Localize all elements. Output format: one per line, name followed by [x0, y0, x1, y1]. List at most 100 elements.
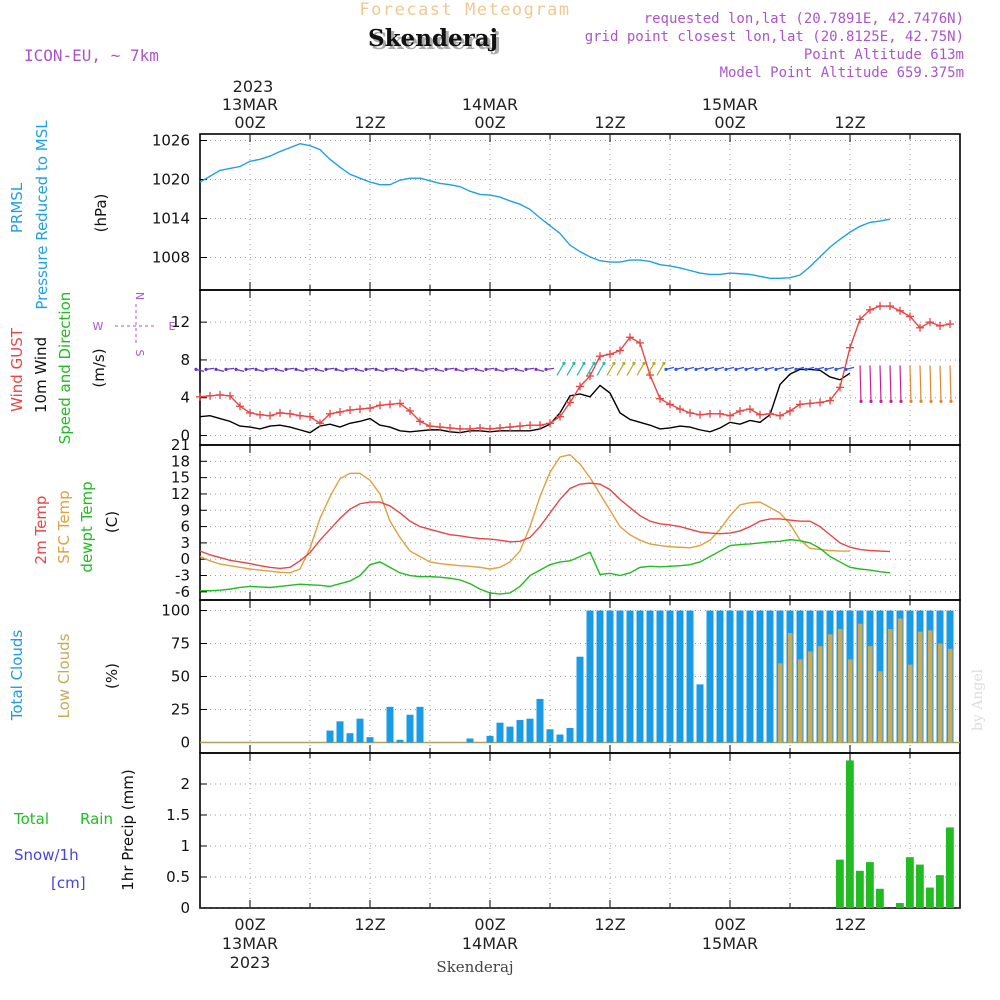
wind-arrowhead: [632, 361, 636, 365]
wind-arrowhead: [602, 361, 606, 365]
total-cloud-bar: [486, 735, 494, 743]
low-cloud-bar: [808, 651, 813, 743]
ytick-label: 21: [171, 436, 190, 454]
gust-line: [199, 305, 951, 430]
total-cloud-bar: [556, 734, 564, 743]
ytick-label: 1.5: [166, 806, 190, 824]
wind-arrowhead: [664, 367, 668, 371]
wind-arrowhead: [879, 399, 883, 403]
ytick-label: -3: [175, 567, 190, 585]
ytick-label: 25: [171, 700, 190, 718]
total-cloud-bar: [716, 610, 724, 743]
total-cloud-bar: [676, 610, 684, 743]
location-title: Skenderaj: [368, 25, 498, 52]
ytick-label: 0: [180, 550, 190, 568]
total-cloud-bar: [686, 610, 694, 743]
wind-arrowhead: [859, 399, 863, 403]
sfc-temp-line: [199, 454, 850, 574]
sfc-temp-label: SFC Temp: [55, 490, 73, 563]
total-cloud-bar: [396, 739, 404, 743]
ytick-label: 1026: [152, 132, 190, 150]
wind-arrow: [929, 365, 932, 402]
bottom-hour-label: 12Z: [354, 915, 385, 934]
total-cloud-bar: [746, 610, 754, 743]
wind-arrowhead: [674, 367, 678, 371]
total-cloud-bar: [506, 726, 514, 743]
wind-arrowhead: [354, 367, 358, 371]
location-title-shadow: Skenderaj: [371, 28, 501, 55]
wind-arrowhead: [264, 367, 268, 371]
wind-arrowhead: [572, 361, 576, 365]
total-cloud-bar: [466, 738, 474, 743]
top-year-label: 2023: [233, 77, 274, 96]
total-cloud-bar: [516, 720, 524, 743]
dewpt-line: [200, 538, 891, 595]
wind-arrowhead: [784, 367, 788, 371]
panel-frame: [199, 133, 961, 291]
total-cloud-bar: [646, 610, 654, 743]
low-cloud-bar: [868, 646, 873, 743]
total-cloud-bar: [496, 722, 504, 743]
wind-arrowhead: [414, 367, 418, 371]
total-cloud-bar: [766, 610, 774, 743]
ytick-label: 1008: [152, 249, 190, 267]
footer-location: Skenderaj: [436, 958, 513, 976]
model-altitude: Model Point Altitude 659.375m: [720, 65, 964, 81]
total-cloud-bar: [346, 733, 354, 743]
top-date-label: 14MAR: [462, 95, 518, 114]
wind-arrowhead: [464, 367, 468, 371]
rain-bar: [946, 827, 954, 908]
wind-arrowhead: [592, 361, 596, 365]
low-clouds-label: Low Clouds: [55, 633, 73, 718]
total-cloud-bar: [736, 610, 744, 743]
precip-unit: 1hr Precip (mm): [119, 769, 137, 890]
rain-bar: [876, 888, 884, 908]
wind-arrowhead: [844, 367, 848, 371]
wind-arrowhead: [612, 361, 616, 365]
wind-arrowhead: [514, 367, 518, 371]
precip-cm-label: [cm]: [51, 874, 86, 892]
total-cloud-bar: [616, 610, 624, 743]
wind-arrow: [859, 365, 862, 402]
wind-arrowhead: [384, 367, 388, 371]
total-cloud-bar: [656, 610, 664, 743]
compass-south: S: [133, 350, 146, 357]
rain-bar: [836, 859, 844, 908]
bottom-hour-label: 12Z: [834, 915, 865, 934]
bottom-year-label: 2023: [230, 953, 271, 972]
wind10-label: 10m Wind: [32, 337, 50, 413]
total-cloud-bar: [536, 698, 544, 743]
rain-bar: [916, 864, 924, 908]
low-cloud-bar: [858, 623, 863, 743]
top-hour-label: 12Z: [594, 113, 625, 132]
wind-arrowhead: [662, 361, 666, 365]
ytick-label: 6: [180, 518, 190, 536]
wind-arrowhead: [524, 367, 528, 371]
bottom-date-label: 13MAR: [222, 934, 278, 953]
wind-arrowhead: [744, 367, 748, 371]
ytick-label: 50: [171, 668, 190, 686]
wind-arrowhead: [694, 367, 698, 371]
wind-arrowhead: [294, 367, 298, 371]
precip-snow-label: Snow/1h: [14, 846, 79, 864]
ytick-label: 100: [161, 602, 190, 620]
rain-bar: [896, 903, 904, 908]
panel-clouds: 0 25 50 75 100: [161, 599, 961, 754]
ytick-label: 1: [180, 837, 190, 855]
point-altitude: Point Altitude 613m: [804, 47, 964, 63]
wind-arrow: [576, 363, 585, 376]
panel-pressure: 1008 1014 1020 1026: [152, 132, 961, 291]
panel-frame: [199, 444, 961, 601]
wind-arrowhead: [304, 367, 308, 371]
rain-bar: [856, 870, 864, 908]
wind-arrowhead: [484, 367, 488, 371]
pressure-labels: PRMSL Pressure Reduced to MSL (hPa): [8, 120, 110, 310]
wind-arrow: [646, 363, 655, 376]
wind-arrowhead: [534, 367, 538, 371]
bottom-hour-label: 00Z: [474, 915, 505, 934]
watermark: by Angel: [970, 668, 986, 731]
compass-east: E: [169, 320, 176, 333]
ytick-label: 8: [180, 351, 190, 369]
